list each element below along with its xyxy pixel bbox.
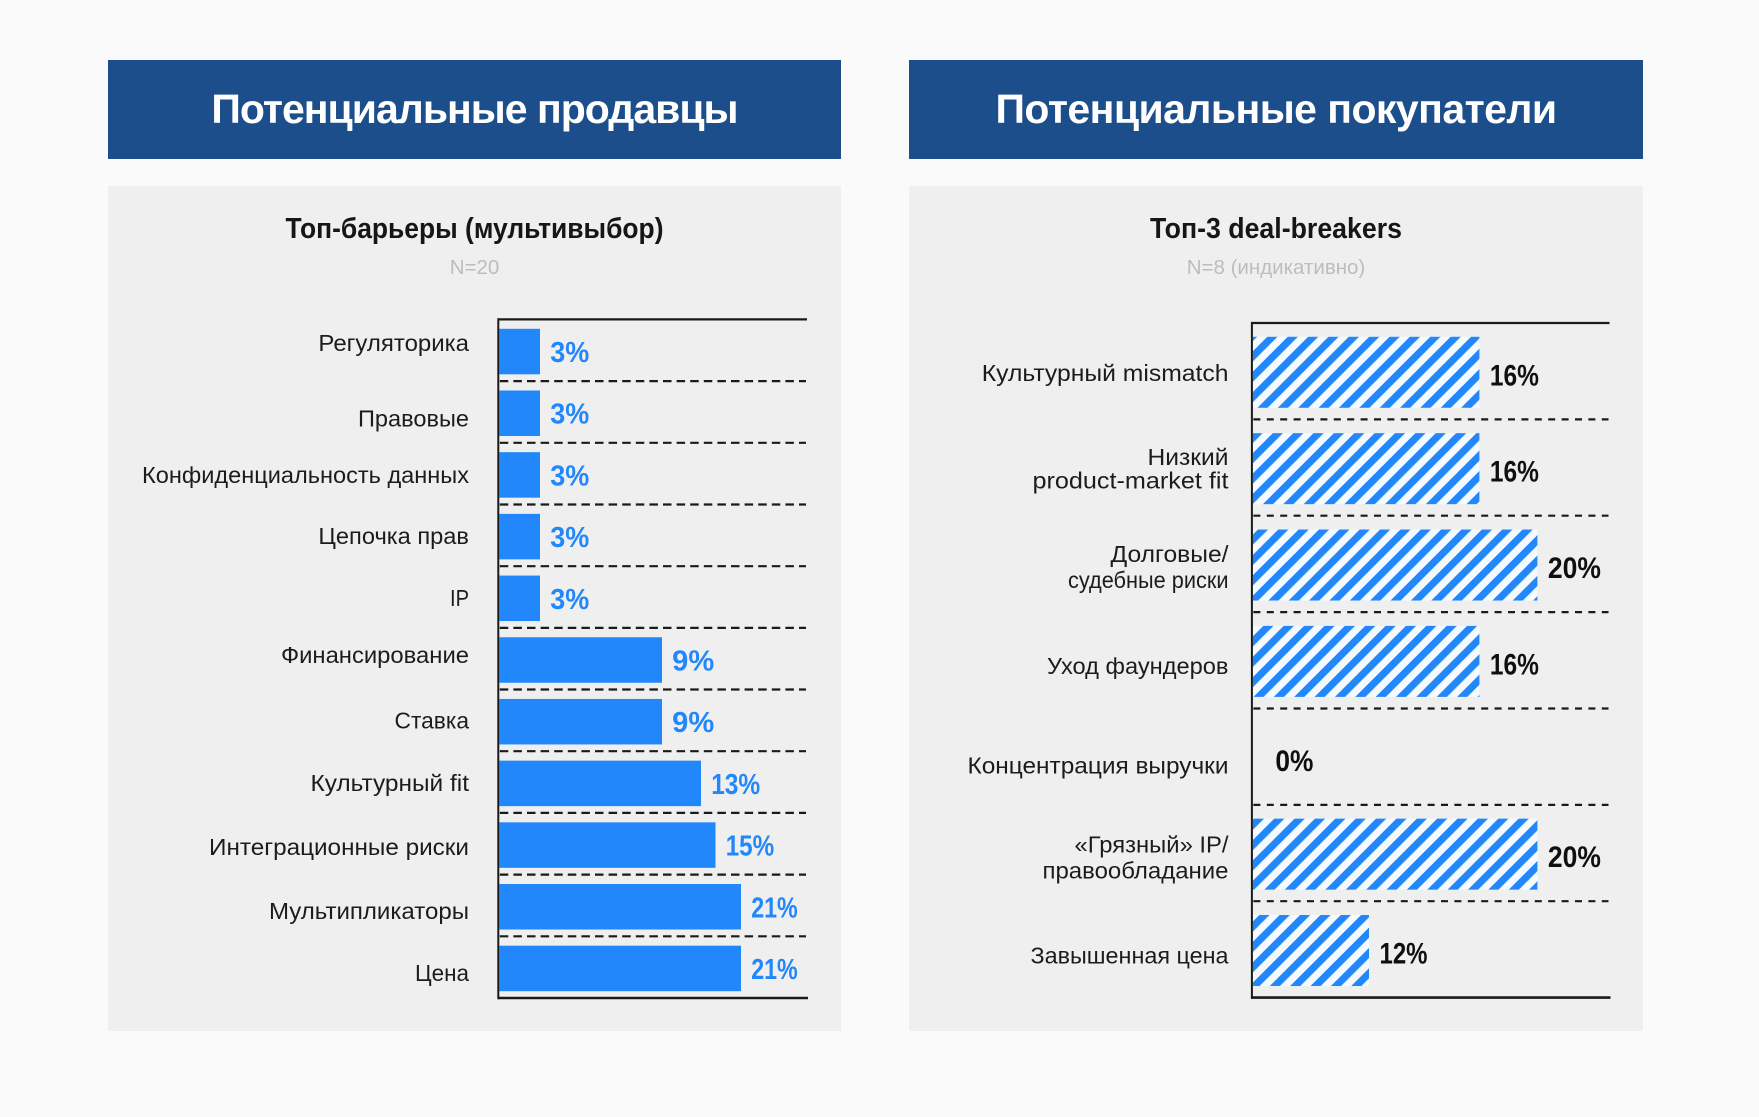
svg-text:21%: 21% [751, 954, 798, 986]
svg-text:Мультипликаторы: Мультипликаторы [269, 898, 469, 924]
svg-text:Интеграционные риски: Интеграционные риски [209, 834, 469, 860]
svg-text:Цепочка прав: Цепочка прав [318, 523, 469, 549]
svg-text:21%: 21% [751, 892, 798, 924]
svg-text:12%: 12% [1380, 938, 1428, 971]
svg-text:Низкий: Низкий [1148, 444, 1229, 470]
svg-text:«Грязный» IP/: «Грязный» IP/ [1075, 832, 1229, 858]
svg-text:Конфиденциальность данных: Конфиденциальность данных [142, 462, 469, 488]
svg-text:product-market fit: product-market fit [1033, 468, 1229, 494]
svg-text:Топ-барьеры (мультивыбор): Топ-барьеры (мультивыбор) [286, 213, 664, 245]
svg-text:N=20: N=20 [450, 256, 500, 279]
svg-text:Долговые/: Долговые/ [1111, 541, 1229, 567]
svg-text:Финансирование: Финансирование [281, 642, 469, 668]
svg-text:Правовые: Правовые [358, 406, 469, 432]
svg-text:3%: 3% [550, 399, 589, 431]
svg-text:3%: 3% [550, 460, 589, 492]
svg-text:Ставка: Ставка [395, 708, 470, 734]
svg-text:3%: 3% [550, 337, 589, 369]
svg-text:Концентрация выручки: Концентрация выручки [968, 753, 1229, 779]
svg-text:Уход фаундеров: Уход фаундеров [1047, 653, 1229, 679]
svg-text:9%: 9% [672, 707, 714, 739]
svg-text:0%: 0% [1275, 745, 1313, 778]
svg-text:16%: 16% [1490, 359, 1539, 392]
svg-text:правообладание: правообладание [1043, 858, 1229, 884]
svg-text:15%: 15% [726, 831, 775, 863]
svg-text:16%: 16% [1490, 456, 1539, 489]
svg-text:20%: 20% [1548, 552, 1601, 585]
svg-text:IP: IP [450, 585, 469, 611]
svg-text:3%: 3% [550, 522, 589, 554]
svg-text:Культурный fit: Культурный fit [311, 770, 470, 796]
svg-text:9%: 9% [672, 646, 714, 678]
svg-text:13%: 13% [711, 769, 760, 801]
svg-text:Завышенная цена: Завышенная цена [1031, 943, 1230, 969]
svg-text:3%: 3% [550, 584, 589, 616]
svg-text:N=8 (индикативно): N=8 (индикативно) [1187, 256, 1366, 279]
svg-text:Регуляторика: Регуляторика [318, 330, 470, 356]
svg-text:Топ-3 deal-breakers: Топ-3 deal-breakers [1150, 213, 1402, 245]
svg-text:20%: 20% [1548, 841, 1601, 874]
svg-text:Культурный mismatch: Культурный mismatch [982, 360, 1229, 386]
svg-text:16%: 16% [1490, 648, 1539, 681]
svg-text:Цена: Цена [415, 960, 470, 986]
svg-text:судебные риски: судебные риски [1068, 567, 1229, 593]
